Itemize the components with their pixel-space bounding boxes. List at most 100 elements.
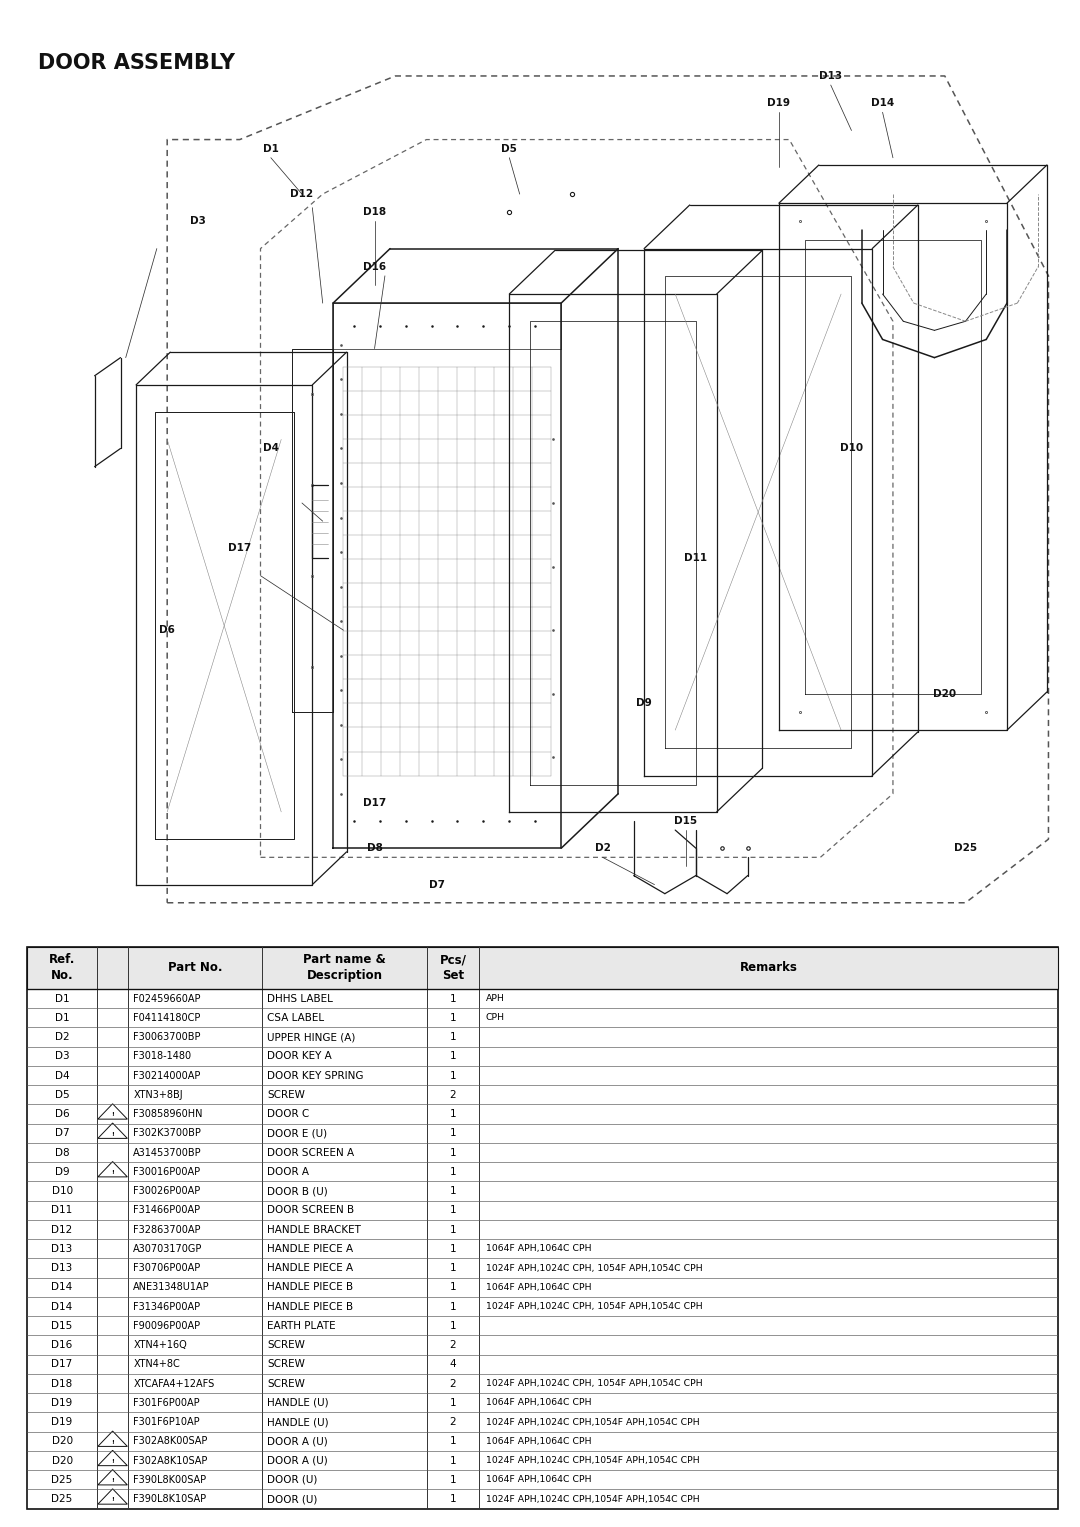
Text: F02459660AP: F02459660AP bbox=[133, 994, 201, 1003]
Text: !: ! bbox=[111, 1458, 114, 1464]
Text: D8: D8 bbox=[55, 1147, 69, 1157]
Text: !: ! bbox=[111, 1478, 114, 1483]
Text: 1024F APH,1024C CPH, 1054F APH,1054C CPH: 1024F APH,1024C CPH, 1054F APH,1054C CPH bbox=[486, 1263, 703, 1272]
Text: D2: D2 bbox=[55, 1032, 69, 1041]
Text: D7: D7 bbox=[55, 1128, 69, 1138]
Text: EARTH PLATE: EARTH PLATE bbox=[268, 1321, 336, 1332]
Text: SCREW: SCREW bbox=[268, 1090, 306, 1099]
Text: D18: D18 bbox=[52, 1379, 72, 1388]
Text: F302A8K00SAP: F302A8K00SAP bbox=[133, 1437, 207, 1446]
Text: 1: 1 bbox=[449, 1321, 456, 1332]
Text: 1: 1 bbox=[449, 1167, 456, 1177]
Text: !: ! bbox=[111, 1132, 114, 1136]
Text: 1024F APH,1024C CPH,1054F APH,1054C CPH: 1024F APH,1024C CPH,1054F APH,1054C CPH bbox=[486, 1417, 700, 1426]
Text: HANDLE PIECE B: HANDLE PIECE B bbox=[268, 1283, 353, 1292]
Text: F30063700BP: F30063700BP bbox=[133, 1032, 201, 1041]
Text: 1024F APH,1024C CPH, 1054F APH,1054C CPH: 1024F APH,1024C CPH, 1054F APH,1054C CPH bbox=[486, 1379, 703, 1388]
Text: HANDLE (U): HANDLE (U) bbox=[268, 1417, 329, 1428]
Text: DOOR A (U): DOOR A (U) bbox=[268, 1455, 328, 1466]
Text: Part name &
Description: Part name & Description bbox=[303, 953, 386, 982]
Text: 1064F APH,1064C CPH: 1064F APH,1064C CPH bbox=[486, 1399, 592, 1408]
Text: 1: 1 bbox=[449, 1283, 456, 1292]
Text: 1: 1 bbox=[449, 1032, 456, 1041]
Text: 1: 1 bbox=[449, 1475, 456, 1484]
Text: 2: 2 bbox=[449, 1379, 456, 1388]
Text: D4: D4 bbox=[262, 443, 279, 454]
Text: D6: D6 bbox=[159, 625, 175, 635]
Text: UPPER HINGE (A): UPPER HINGE (A) bbox=[268, 1032, 355, 1041]
Text: F390L8K00SAP: F390L8K00SAP bbox=[133, 1475, 206, 1484]
Text: D15: D15 bbox=[52, 1321, 72, 1332]
Text: 1: 1 bbox=[449, 1437, 456, 1446]
Text: DOOR A (U): DOOR A (U) bbox=[268, 1437, 328, 1446]
Text: !: ! bbox=[111, 1112, 114, 1118]
Text: D19: D19 bbox=[52, 1417, 72, 1428]
Bar bbox=[27, 947, 1058, 989]
Text: 1024F APH,1024C CPH, 1054F APH,1054C CPH: 1024F APH,1024C CPH, 1054F APH,1054C CPH bbox=[486, 1303, 703, 1312]
Text: 1: 1 bbox=[449, 1225, 456, 1234]
Text: F30858960HN: F30858960HN bbox=[133, 1109, 203, 1119]
Text: D10: D10 bbox=[840, 443, 863, 454]
Text: D18: D18 bbox=[363, 208, 387, 217]
Text: Part No.: Part No. bbox=[167, 962, 222, 974]
Text: 1: 1 bbox=[449, 1245, 456, 1254]
Text: 1064F APH,1064C CPH: 1064F APH,1064C CPH bbox=[486, 1283, 592, 1292]
Text: DOOR SCREEN B: DOOR SCREEN B bbox=[268, 1205, 354, 1215]
Text: !: ! bbox=[111, 1440, 114, 1445]
Text: A31453700BP: A31453700BP bbox=[133, 1147, 202, 1157]
Text: Pcs/
Set: Pcs/ Set bbox=[440, 953, 467, 982]
Text: 4: 4 bbox=[449, 1359, 456, 1370]
Text: D8: D8 bbox=[366, 843, 382, 854]
Text: SCREW: SCREW bbox=[268, 1359, 306, 1370]
Text: 1064F APH,1064C CPH: 1064F APH,1064C CPH bbox=[486, 1475, 592, 1484]
Text: DHHS LABEL: DHHS LABEL bbox=[268, 994, 334, 1003]
Text: F30026P00AP: F30026P00AP bbox=[133, 1186, 201, 1196]
Text: !: ! bbox=[111, 1170, 114, 1174]
Text: D17: D17 bbox=[228, 544, 252, 553]
Text: CPH: CPH bbox=[486, 1014, 505, 1022]
Text: 1064F APH,1064C CPH: 1064F APH,1064C CPH bbox=[486, 1437, 592, 1446]
Text: D1: D1 bbox=[55, 994, 69, 1003]
Text: F302A8K10SAP: F302A8K10SAP bbox=[133, 1455, 207, 1466]
Text: 1: 1 bbox=[449, 1263, 456, 1274]
Text: F301F6P00AP: F301F6P00AP bbox=[133, 1397, 200, 1408]
Text: D25: D25 bbox=[52, 1493, 72, 1504]
Text: D14: D14 bbox=[52, 1283, 72, 1292]
Text: D13: D13 bbox=[52, 1245, 72, 1254]
Text: XTCAFA4+12AFS: XTCAFA4+12AFS bbox=[133, 1379, 215, 1388]
Text: 1: 1 bbox=[449, 1128, 456, 1138]
Text: F31466P00AP: F31466P00AP bbox=[133, 1205, 201, 1215]
Text: DOOR (U): DOOR (U) bbox=[268, 1493, 318, 1504]
Text: D13: D13 bbox=[52, 1263, 72, 1274]
Text: D11: D11 bbox=[52, 1205, 72, 1215]
Text: D25: D25 bbox=[52, 1475, 72, 1484]
Text: 1: 1 bbox=[449, 1301, 456, 1312]
Text: !: ! bbox=[111, 1498, 114, 1503]
Text: A30703170GP: A30703170GP bbox=[133, 1245, 203, 1254]
Text: D10: D10 bbox=[52, 1186, 72, 1196]
Text: D13: D13 bbox=[819, 70, 842, 81]
Text: CSA LABEL: CSA LABEL bbox=[268, 1012, 324, 1023]
Text: D5: D5 bbox=[501, 144, 517, 154]
Text: D9: D9 bbox=[55, 1167, 69, 1177]
Text: F301F6P10AP: F301F6P10AP bbox=[133, 1417, 200, 1428]
Text: XTN4+8C: XTN4+8C bbox=[133, 1359, 180, 1370]
Text: F30214000AP: F30214000AP bbox=[133, 1070, 201, 1081]
Text: HANDLE BRACKET: HANDLE BRACKET bbox=[268, 1225, 361, 1234]
Text: D16: D16 bbox=[52, 1341, 72, 1350]
Text: D20: D20 bbox=[52, 1437, 72, 1446]
Text: DOOR KEY A: DOOR KEY A bbox=[268, 1051, 332, 1061]
Text: 2: 2 bbox=[449, 1417, 456, 1428]
Text: D12: D12 bbox=[291, 189, 313, 199]
Text: D17: D17 bbox=[52, 1359, 72, 1370]
Text: 1: 1 bbox=[449, 1205, 456, 1215]
Text: D7: D7 bbox=[429, 880, 445, 890]
Text: D19: D19 bbox=[52, 1397, 72, 1408]
Text: 2: 2 bbox=[449, 1090, 456, 1099]
Text: D12: D12 bbox=[52, 1225, 72, 1234]
Text: F31346P00AP: F31346P00AP bbox=[133, 1301, 201, 1312]
Text: 1: 1 bbox=[449, 1455, 456, 1466]
Text: 1: 1 bbox=[449, 1109, 456, 1119]
Text: 1: 1 bbox=[449, 994, 456, 1003]
Text: APH: APH bbox=[486, 994, 504, 1003]
